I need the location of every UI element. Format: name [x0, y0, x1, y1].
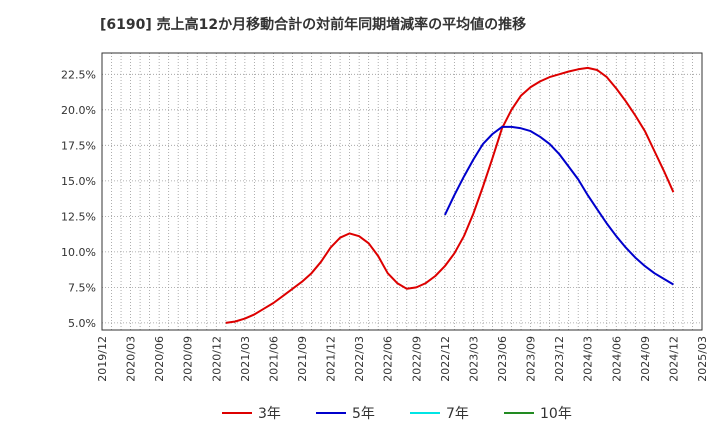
y-tick-label: 22.5% [61, 68, 96, 81]
x-tick-label: 2020/09 [182, 336, 195, 382]
y-tick-label: 12.5% [61, 210, 96, 223]
y-tick-label: 7.5% [68, 281, 96, 294]
x-tick-label: 2022/03 [353, 336, 366, 382]
x-tick-label: 2020/03 [125, 336, 138, 382]
series-line-5年 [443, 125, 674, 286]
plot-border [101, 52, 703, 331]
x-tick-label: 2024/12 [667, 336, 680, 382]
x-tick-label: 2022/12 [439, 336, 452, 382]
x-tick-label: 2023/03 [467, 336, 480, 382]
x-tick-label: 2024/09 [639, 336, 652, 382]
x-tick-label: 2021/06 [267, 336, 280, 382]
legend-label: 5年 [352, 406, 375, 422]
chart-title: [6190] 売上高12か月移動合計の対前年同期増減率の平均値の推移 [100, 17, 527, 33]
y-tick-label: 20.0% [61, 104, 96, 117]
plot-area [102, 53, 702, 330]
x-tick-label: 2021/03 [239, 336, 252, 382]
y-tick-label: 15.0% [61, 175, 96, 188]
x-tick-label: 2023/09 [525, 336, 538, 382]
x-tick-label: 2019/12 [96, 336, 109, 382]
x-tick-label: 2023/12 [553, 336, 566, 382]
x-tick-label: 2022/09 [410, 336, 423, 382]
x-tick-label: 2022/06 [382, 336, 395, 382]
x-tick-label: 2021/12 [325, 336, 338, 382]
x-tick-label: 2024/06 [610, 336, 623, 382]
legend-label: 3年 [258, 406, 281, 422]
x-tick-label: 2024/03 [582, 336, 595, 382]
y-tick-label: 5.0% [68, 317, 96, 330]
y-tick-label: 10.0% [61, 246, 96, 259]
y-tick-label: 17.5% [61, 139, 96, 152]
x-tick-label: 2020/06 [153, 336, 166, 382]
legend-label: 10年 [540, 406, 572, 422]
x-tick-label: 2021/09 [296, 336, 309, 382]
legend-label: 7年 [446, 406, 469, 422]
x-tick-label: 2020/12 [210, 336, 223, 382]
x-tick-label: 2023/06 [496, 336, 509, 382]
x-tick-label: 2025/03 [696, 336, 709, 382]
series-line-3年 [225, 66, 675, 324]
